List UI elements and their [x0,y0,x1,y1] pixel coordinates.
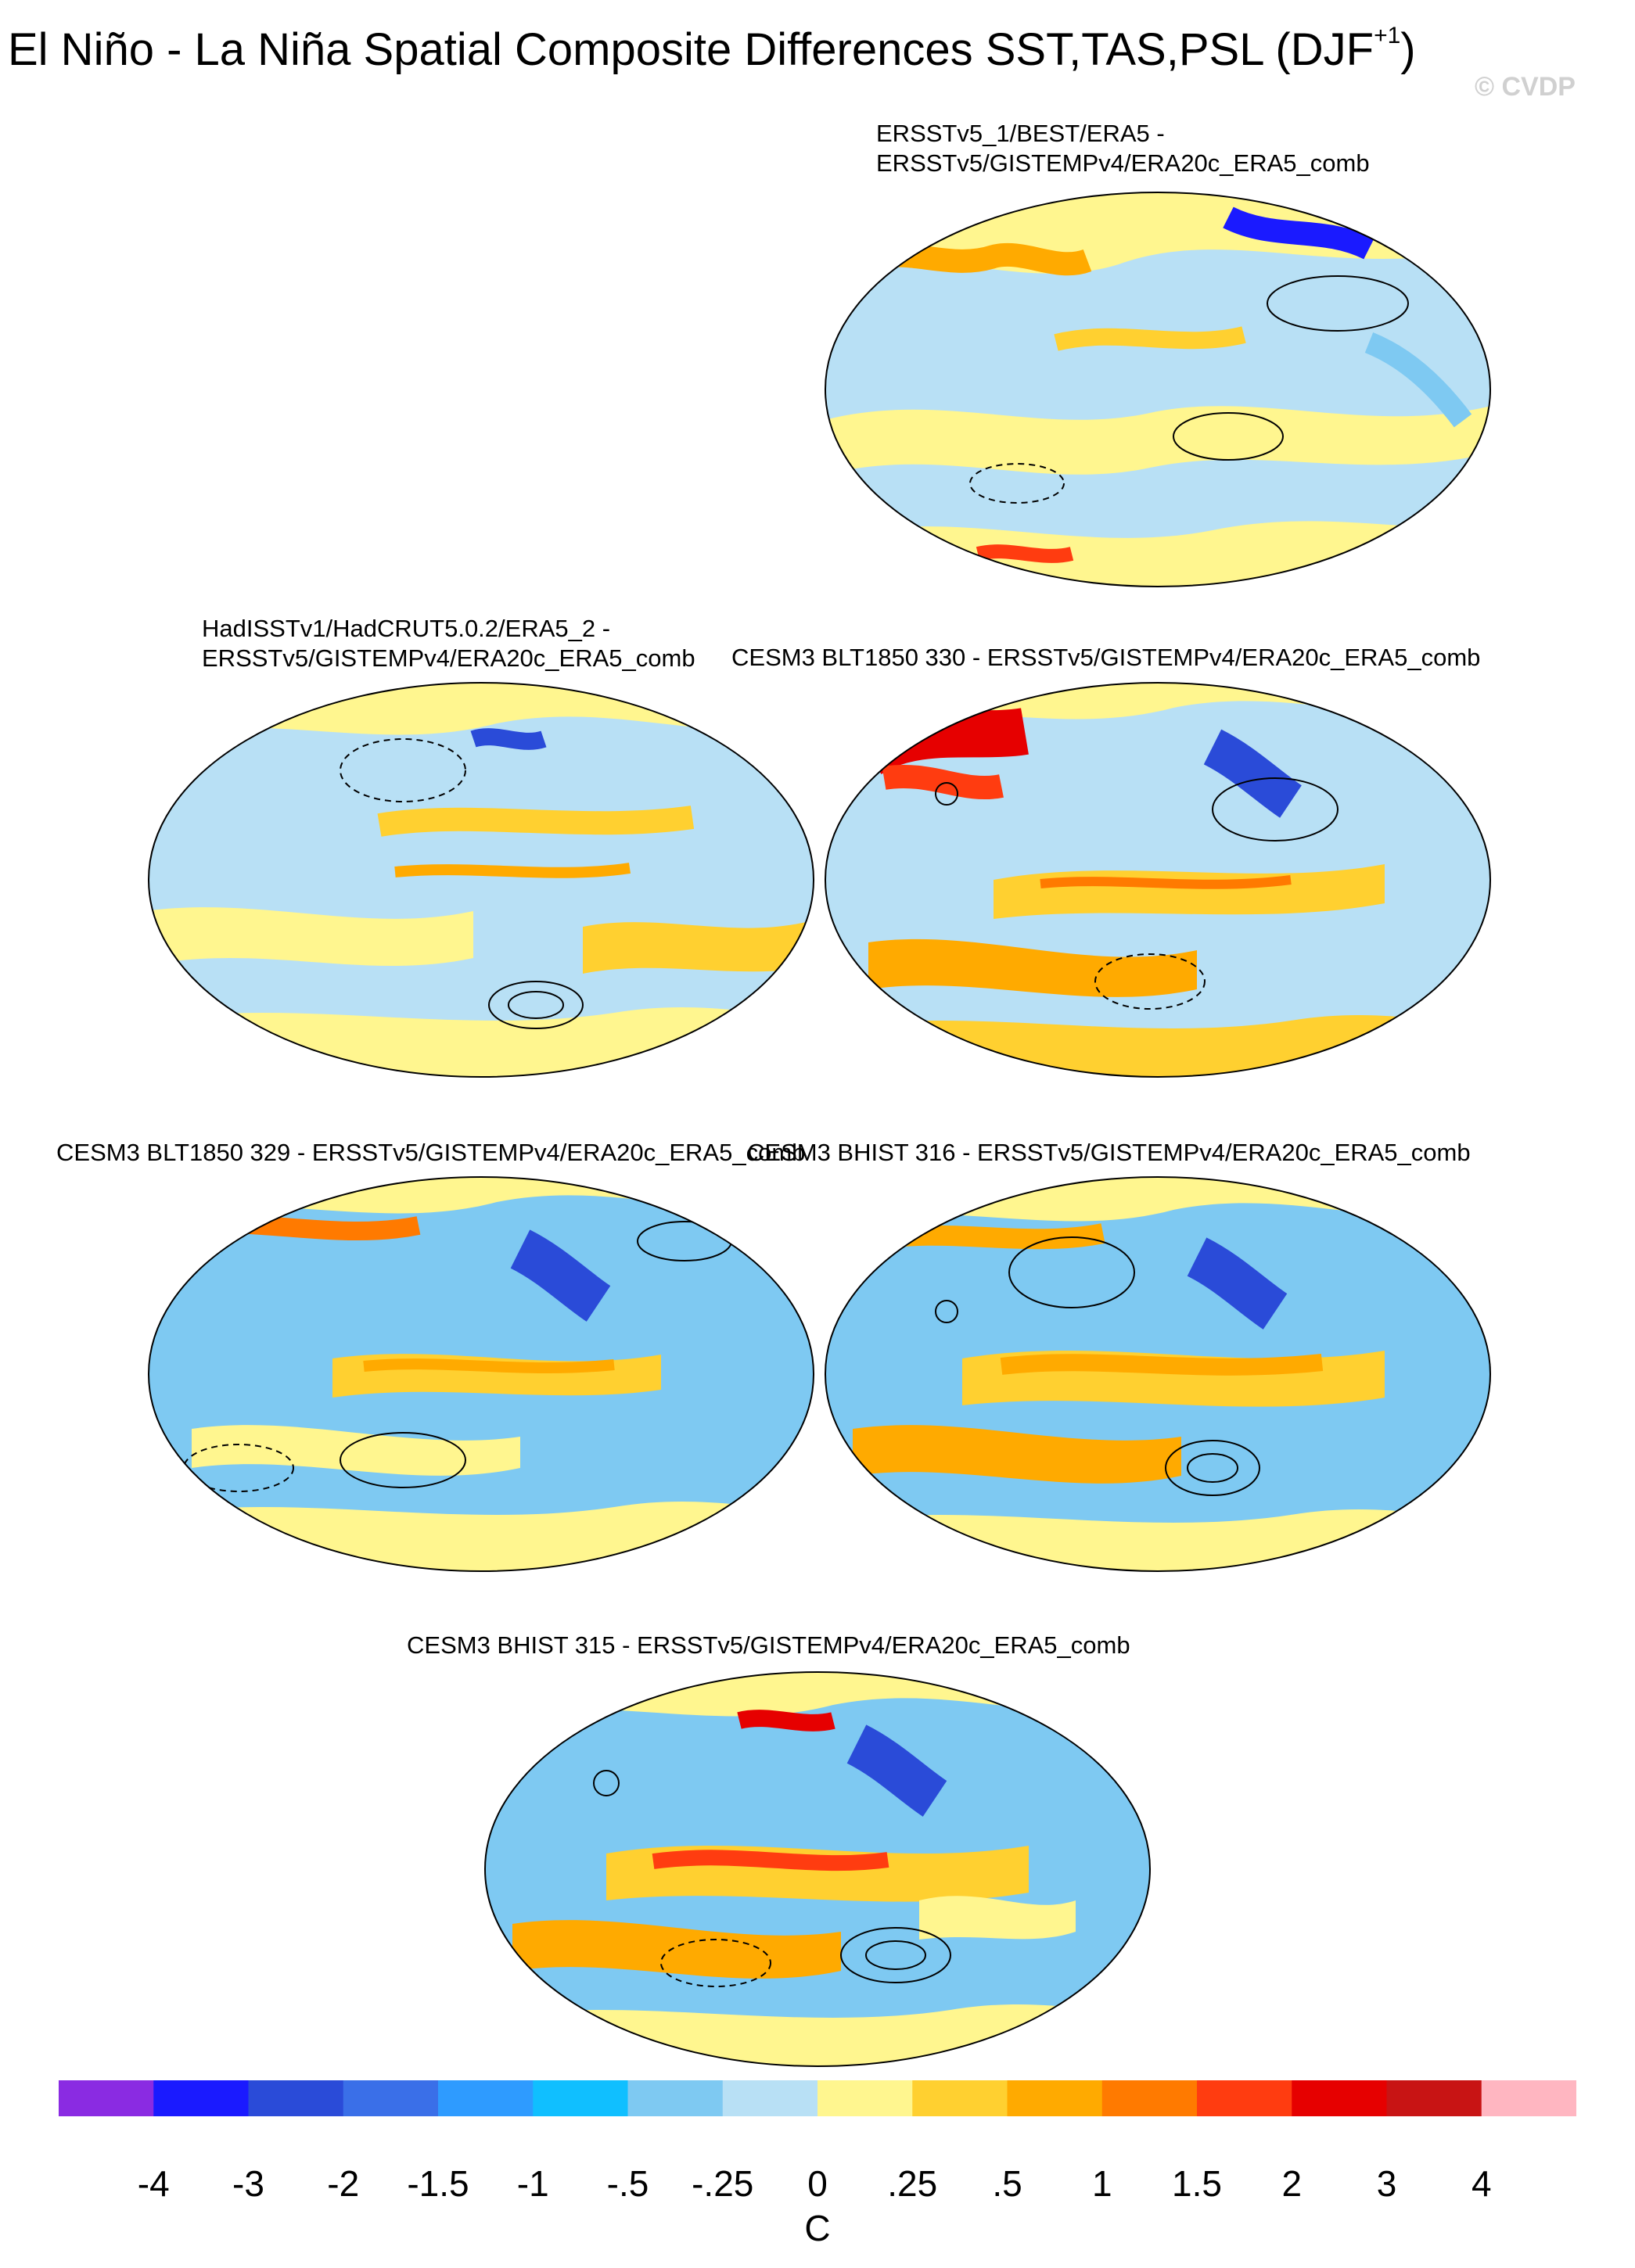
colorbar-tick-label: 1.5 [1172,2163,1222,2204]
colorbar-swatch [1481,2080,1576,2116]
colorbar-swatch [1007,2080,1103,2116]
colorbar-tick-label: -2 [327,2163,360,2204]
copyright-watermark: © CVDP [1475,72,1576,102]
panel-5-map [825,1176,1491,1572]
colorbar-tick-label: -1 [516,2163,549,2204]
colorbar-tick-label: 4 [1471,2163,1492,2204]
colorbar-tick-label: -.5 [606,2163,649,2204]
colorbar-tick-label: 2 [1281,2163,1303,2204]
colorbar-swatch [438,2080,534,2116]
colorbar-swatch [248,2080,344,2116]
colorbar-swatch [818,2080,913,2116]
colorbar-swatch [343,2080,439,2116]
colorbar-tick-label: 0 [807,2163,828,2204]
colorbar-tick-label: .5 [992,2163,1022,2204]
panel-1-title: ERSSTv5_1/BEST/ERA5 - ERSSTv5/GISTEMPv4/E… [876,120,1370,177]
panel-3-map [825,682,1491,1078]
panel-2-title: HadISSTv1/HadCRUT5.0.2/ERA5_2 - ERSSTv5/G… [202,615,695,672]
panel-6-map [484,1671,1151,2067]
colorbar-swatch [533,2080,628,2116]
colorbar-tick-label: .25 [887,2163,938,2204]
panel-2-map [148,682,814,1078]
colorbar-swatch [1101,2080,1198,2116]
figure-title: El Niño - La Niña Spatial Composite Diff… [8,22,1416,75]
colorbar-swatch [153,2080,249,2116]
panel-5-title: CESM3 BHIST 316 - ERSSTv5/GISTEMPv4/ERA2… [747,1139,1471,1166]
colorbar-swatch [1197,2080,1292,2116]
colorbar-tick-label: 1 [1091,2163,1112,2204]
colorbar-swatch [627,2080,724,2116]
colorbar-swatch [1386,2080,1482,2116]
colorbar-swatch [722,2080,818,2116]
colorbar-swatch [59,2080,154,2116]
panel-3-title: CESM3 BLT1850 330 - ERSSTv5/GISTEMPv4/ER… [731,644,1481,671]
colorbar-swatch [912,2080,1008,2116]
colorbar-tick-label: -.25 [692,2163,754,2204]
colorbar-tick-label: -3 [232,2163,264,2204]
colorbar-tick-label: -1.5 [407,2163,469,2204]
panel-4-map [148,1176,814,1572]
colorbar-tick-label: -4 [137,2163,170,2204]
panel-4-title: CESM3 BLT1850 329 - ERSSTv5/GISTEMPv4/ER… [56,1139,806,1166]
panel-1-map [825,192,1491,587]
colorbar [59,2080,1576,2116]
colorbar-unit: C [804,2208,831,2248]
panel-6-title: CESM3 BHIST 315 - ERSSTv5/GISTEMPv4/ERA2… [407,1631,1130,1659]
colorbar-tick-label: 3 [1376,2163,1397,2204]
colorbar-swatch [1292,2080,1387,2116]
